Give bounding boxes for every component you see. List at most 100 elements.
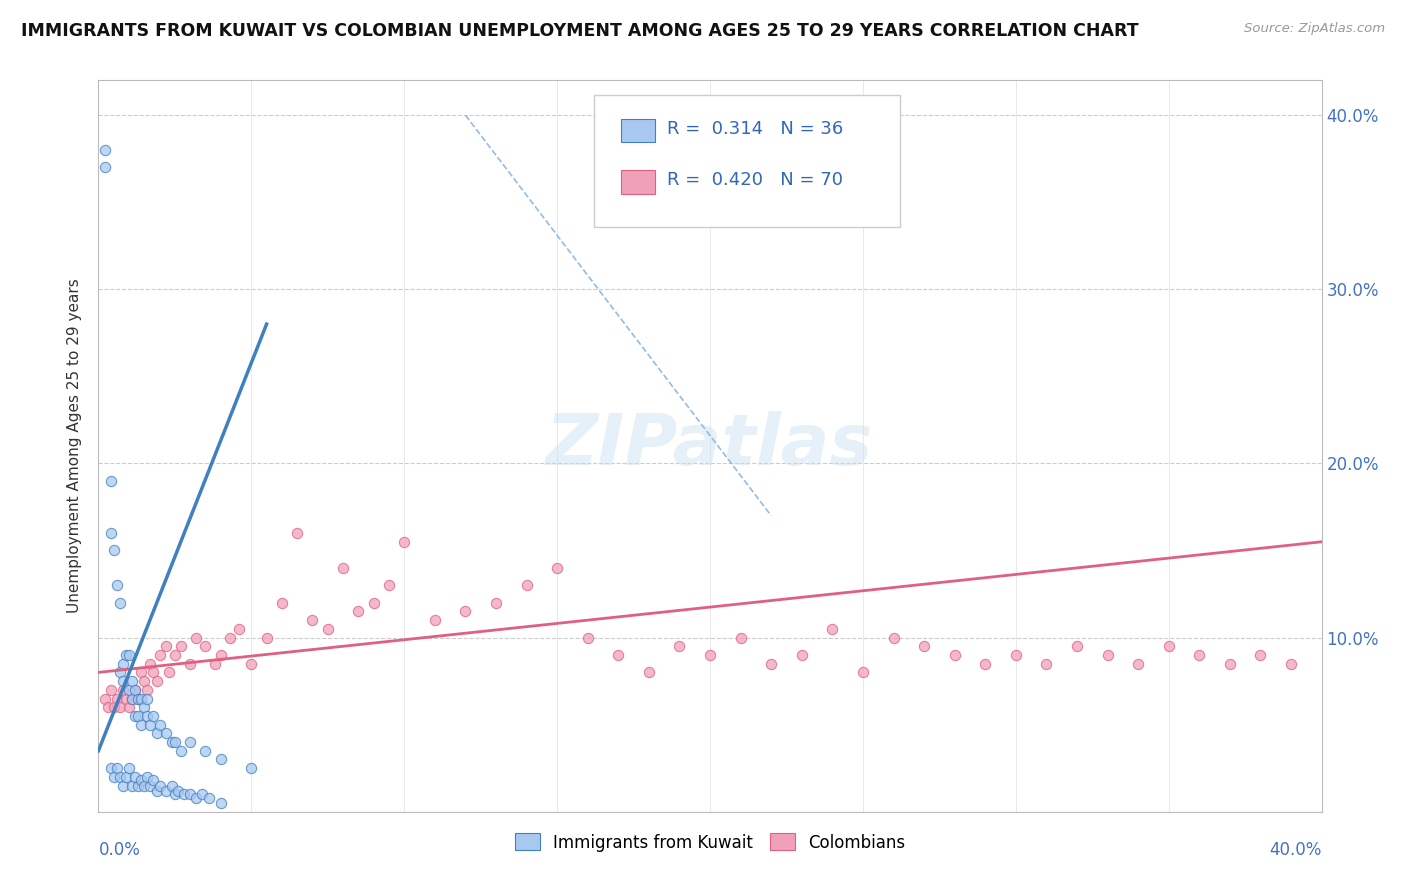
Point	[1219, 657, 1241, 671]
Point	[256, 631, 278, 645]
Point	[1128, 657, 1150, 671]
Point	[155, 640, 177, 654]
Point	[93, 161, 115, 175]
Point	[186, 631, 208, 645]
Point	[209, 648, 232, 662]
Point	[139, 717, 162, 731]
Point	[228, 622, 250, 636]
Point	[129, 665, 152, 680]
Point	[118, 682, 141, 697]
Point	[103, 543, 125, 558]
Text: ZIPatlas: ZIPatlas	[547, 411, 873, 481]
Point	[170, 744, 193, 758]
Point	[454, 604, 477, 618]
Point	[105, 691, 128, 706]
Text: IMMIGRANTS FROM KUWAIT VS COLOMBIAN UNEMPLOYMENT AMONG AGES 25 TO 29 YEARS CORRE: IMMIGRANTS FROM KUWAIT VS COLOMBIAN UNEM…	[21, 22, 1139, 40]
Point	[129, 717, 152, 731]
Point	[883, 631, 905, 645]
Point	[115, 770, 138, 784]
Point	[285, 526, 308, 541]
Point	[100, 526, 122, 541]
Point	[124, 682, 146, 697]
Point	[136, 682, 159, 697]
Point	[209, 752, 232, 766]
FancyBboxPatch shape	[593, 95, 900, 227]
Point	[607, 648, 630, 662]
Point	[103, 700, 125, 714]
Point	[127, 709, 149, 723]
Point	[170, 640, 193, 654]
FancyBboxPatch shape	[620, 170, 655, 194]
Point	[115, 691, 138, 706]
Point	[100, 474, 122, 488]
Point	[129, 691, 152, 706]
Point	[240, 761, 263, 775]
Point	[124, 682, 146, 697]
Point	[516, 578, 538, 592]
Point	[943, 648, 966, 662]
Point	[1157, 640, 1180, 654]
Text: R =  0.420   N = 70: R = 0.420 N = 70	[668, 171, 844, 189]
Point	[124, 770, 146, 784]
Point	[270, 596, 292, 610]
Point	[124, 709, 146, 723]
Point	[129, 773, 152, 788]
Point	[730, 631, 752, 645]
Point	[118, 648, 141, 662]
Point	[1066, 640, 1088, 654]
Point	[179, 787, 201, 801]
Point	[204, 657, 226, 671]
Point	[134, 700, 156, 714]
Point	[149, 779, 172, 793]
Point	[1279, 657, 1302, 671]
Point	[160, 779, 183, 793]
Point	[149, 717, 172, 731]
Point	[142, 665, 165, 680]
Point	[912, 640, 935, 654]
Point	[105, 761, 128, 775]
Point	[219, 631, 242, 645]
Text: 0.0%: 0.0%	[98, 841, 141, 859]
Point	[145, 726, 167, 740]
Point	[121, 674, 143, 689]
Point	[173, 787, 195, 801]
Point	[139, 657, 162, 671]
Point	[167, 784, 190, 798]
Point	[111, 674, 134, 689]
Point	[97, 700, 120, 714]
FancyBboxPatch shape	[620, 119, 655, 143]
Point	[121, 691, 143, 706]
Point	[186, 790, 208, 805]
Text: Source: ZipAtlas.com: Source: ZipAtlas.com	[1244, 22, 1385, 36]
Point	[93, 691, 115, 706]
Point	[111, 779, 134, 793]
Point	[108, 770, 131, 784]
Point	[108, 700, 131, 714]
Point	[1004, 648, 1026, 662]
Point	[790, 648, 813, 662]
Point	[1097, 648, 1119, 662]
Point	[378, 578, 401, 592]
Point	[145, 784, 167, 798]
Point	[100, 682, 122, 697]
Point	[136, 691, 159, 706]
Point	[139, 779, 162, 793]
Point	[316, 622, 339, 636]
Point	[191, 787, 214, 801]
Point	[209, 796, 232, 810]
Point	[197, 790, 219, 805]
Point	[155, 784, 177, 798]
Point	[136, 709, 159, 723]
Point	[163, 648, 186, 662]
Point	[821, 622, 844, 636]
Point	[105, 578, 128, 592]
Point	[852, 665, 875, 680]
Point	[118, 700, 141, 714]
Point	[1035, 657, 1057, 671]
Point	[301, 613, 323, 627]
Point	[127, 691, 149, 706]
Point	[974, 657, 997, 671]
Y-axis label: Unemployment Among Ages 25 to 29 years: Unemployment Among Ages 25 to 29 years	[67, 278, 83, 614]
Point	[699, 648, 721, 662]
Point	[423, 613, 446, 627]
